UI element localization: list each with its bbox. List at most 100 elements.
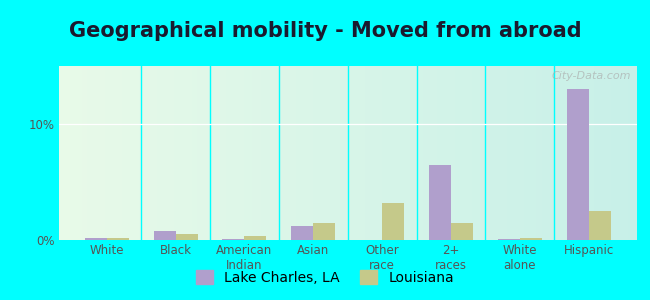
- Bar: [513, 66, 515, 240]
- Legend: Lake Charles, LA, Louisiana: Lake Charles, LA, Louisiana: [190, 264, 460, 290]
- Bar: [524, 66, 527, 240]
- Bar: [463, 66, 466, 240]
- Bar: [420, 66, 423, 240]
- Bar: [307, 66, 310, 240]
- Bar: [400, 66, 403, 240]
- Bar: [382, 66, 385, 240]
- Bar: [278, 66, 281, 240]
- Bar: [611, 66, 614, 240]
- Bar: [198, 66, 200, 240]
- Bar: [504, 66, 507, 240]
- Bar: [194, 66, 198, 240]
- Bar: [423, 66, 426, 240]
- Bar: [495, 66, 498, 240]
- Bar: [394, 66, 397, 240]
- Bar: [183, 66, 186, 240]
- Bar: [623, 66, 625, 240]
- Bar: [567, 89, 589, 240]
- Bar: [220, 66, 224, 240]
- Bar: [67, 66, 70, 240]
- Bar: [451, 223, 473, 240]
- Bar: [168, 66, 172, 240]
- Bar: [498, 239, 520, 240]
- Bar: [573, 66, 577, 240]
- Bar: [238, 66, 240, 240]
- Bar: [212, 66, 214, 240]
- Bar: [258, 66, 261, 240]
- Bar: [382, 203, 404, 240]
- Bar: [322, 66, 324, 240]
- Bar: [142, 66, 146, 240]
- Bar: [521, 66, 524, 240]
- Bar: [589, 211, 611, 240]
- Bar: [64, 66, 67, 240]
- Bar: [298, 66, 302, 240]
- Bar: [458, 66, 461, 240]
- Bar: [562, 66, 565, 240]
- Bar: [102, 66, 105, 240]
- Bar: [186, 66, 188, 240]
- Bar: [577, 66, 579, 240]
- Bar: [134, 66, 136, 240]
- Bar: [302, 66, 304, 240]
- Bar: [266, 66, 270, 240]
- Bar: [507, 66, 510, 240]
- Bar: [250, 66, 252, 240]
- Bar: [119, 66, 122, 240]
- Bar: [218, 66, 220, 240]
- Bar: [408, 66, 411, 240]
- Bar: [385, 66, 388, 240]
- Bar: [166, 66, 168, 240]
- Bar: [475, 66, 478, 240]
- Bar: [252, 66, 255, 240]
- Bar: [154, 66, 157, 240]
- Bar: [310, 66, 313, 240]
- Bar: [348, 66, 350, 240]
- Bar: [180, 66, 183, 240]
- Bar: [429, 66, 432, 240]
- Bar: [226, 66, 229, 240]
- Bar: [481, 66, 484, 240]
- Bar: [146, 66, 148, 240]
- Bar: [73, 66, 76, 240]
- Bar: [582, 66, 585, 240]
- Bar: [176, 234, 198, 240]
- Bar: [136, 66, 140, 240]
- Bar: [203, 66, 206, 240]
- Bar: [345, 66, 348, 240]
- Bar: [510, 66, 513, 240]
- Bar: [342, 66, 345, 240]
- Bar: [487, 66, 489, 240]
- Bar: [571, 66, 573, 240]
- Bar: [339, 66, 342, 240]
- Bar: [527, 66, 530, 240]
- Bar: [530, 66, 533, 240]
- Bar: [605, 66, 608, 240]
- Bar: [93, 66, 96, 240]
- Bar: [617, 66, 619, 240]
- Bar: [330, 66, 333, 240]
- Bar: [426, 66, 429, 240]
- Bar: [466, 66, 469, 240]
- Bar: [472, 66, 475, 240]
- Bar: [603, 66, 605, 240]
- Bar: [469, 66, 472, 240]
- Bar: [391, 66, 394, 240]
- Bar: [200, 66, 203, 240]
- Bar: [79, 66, 82, 240]
- Bar: [192, 66, 194, 240]
- Bar: [539, 66, 541, 240]
- Bar: [356, 66, 359, 240]
- Bar: [350, 66, 354, 240]
- Bar: [520, 238, 542, 240]
- Bar: [547, 66, 550, 240]
- Bar: [157, 66, 160, 240]
- Bar: [417, 66, 420, 240]
- Bar: [291, 226, 313, 240]
- Text: Geographical mobility - Moved from abroad: Geographical mobility - Moved from abroa…: [69, 21, 581, 41]
- Bar: [111, 66, 114, 240]
- Bar: [125, 66, 128, 240]
- Bar: [276, 66, 278, 240]
- Bar: [148, 66, 151, 240]
- Bar: [232, 66, 235, 240]
